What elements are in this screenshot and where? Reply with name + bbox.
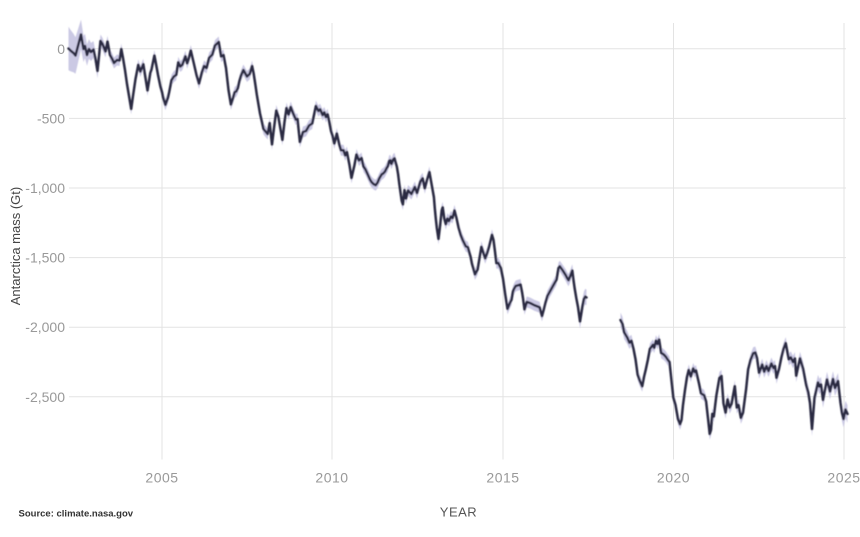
svg-text:Source: climate.nasa.gov: Source: climate.nasa.gov — [19, 509, 134, 520]
svg-text:2020: 2020 — [657, 470, 690, 486]
svg-text:-2,000: -2,000 — [25, 319, 65, 335]
svg-text:Antarctica mass (Gt): Antarctica mass (Gt) — [8, 187, 23, 305]
svg-text:2010: 2010 — [315, 470, 348, 486]
svg-text:2025: 2025 — [827, 470, 860, 486]
svg-text:2005: 2005 — [145, 470, 178, 486]
svg-text:-1,000: -1,000 — [25, 180, 65, 196]
svg-text:YEAR: YEAR — [440, 505, 477, 520]
svg-text:-2,500: -2,500 — [25, 389, 65, 405]
svg-text:0: 0 — [57, 41, 65, 57]
svg-text:-1,500: -1,500 — [25, 250, 65, 266]
svg-text:-500: -500 — [37, 110, 65, 126]
svg-text:2015: 2015 — [486, 470, 519, 486]
